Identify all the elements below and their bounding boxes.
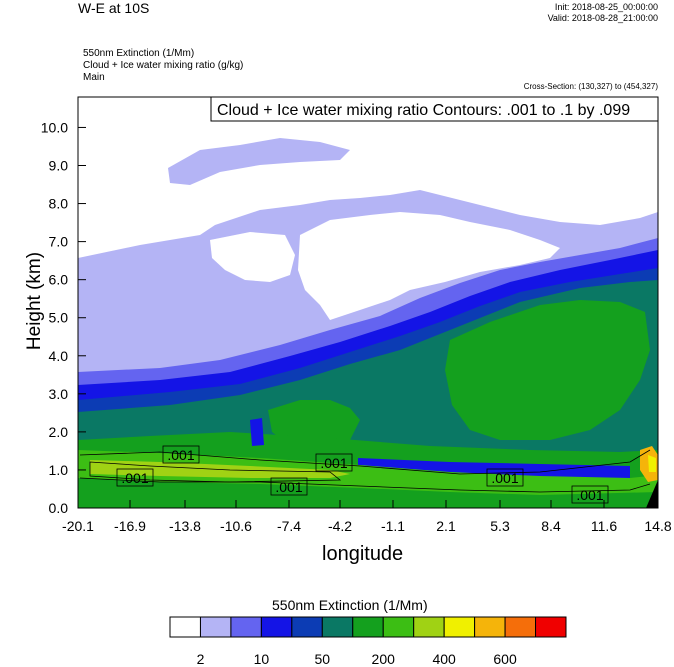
y-tick-label: 6.0 xyxy=(49,272,69,288)
x-tick-label: -16.9 xyxy=(114,518,146,534)
contour-label: .001 xyxy=(491,470,518,486)
y-tick-label: 9.0 xyxy=(49,158,69,174)
init-time: Init: 2018-08-25_00:00:00 xyxy=(554,2,658,12)
contour-info-box: Cloud + Ice water mixing ratio Contours:… xyxy=(210,96,659,122)
colorbar-title: 550nm Extinction (1/Mm) xyxy=(272,597,428,613)
subtitle-mixing-ratio: Cloud + Ice water mixing ratio (g/kg) xyxy=(83,60,244,71)
contour-value-labels: .001 .001 .001 .001 .001 .001 xyxy=(116,445,609,504)
colorbar-label: 10 xyxy=(254,651,270,667)
x-tick-label: -4.2 xyxy=(328,518,352,534)
colorbar-swatch xyxy=(504,616,537,638)
mixing-ratio-contours xyxy=(79,449,651,493)
cross-section-label: Cross-Section: (130,327) to (454,327) xyxy=(523,82,658,91)
y-tick-label: 10.0 xyxy=(41,119,68,135)
x-tick-label: 11.6 xyxy=(591,518,617,534)
x-axis-label: longitude xyxy=(322,543,404,565)
y-tick-label: 8.0 xyxy=(49,196,69,212)
x-tick-label: -10.6 xyxy=(220,518,252,534)
x-tick-label: -7.4 xyxy=(277,518,301,534)
contour-label: .001 xyxy=(121,470,148,486)
colorbar-swatch xyxy=(169,616,201,638)
contour-label-box xyxy=(116,468,154,487)
colorbar-label: 600 xyxy=(493,651,517,667)
colorbar: 2 10 50 200 400 600 xyxy=(169,616,567,667)
x-tick-label: 5.3 xyxy=(490,518,510,534)
x-tick-label: -13.8 xyxy=(169,518,201,534)
colorbar-swatch xyxy=(199,616,232,638)
y-tick-label: 1.0 xyxy=(49,462,69,478)
contour-label-box xyxy=(315,453,353,472)
y-tick-label: 7.0 xyxy=(49,234,69,250)
colorbar-swatch xyxy=(230,616,262,638)
extinction-field xyxy=(78,97,658,508)
colorbar-swatch xyxy=(260,616,293,638)
contour-label: .001 xyxy=(320,455,347,471)
y-tick-label: 2.0 xyxy=(49,424,69,440)
contour-label-box xyxy=(162,445,200,464)
y-tick-label: 0.0 xyxy=(49,500,69,516)
x-axis: -20.1 -16.9 -13.8 -10.6 -7.4 -4.2 -1.1 2.1 5.3 8.… xyxy=(62,500,672,534)
x-tick-label: 14.8 xyxy=(644,518,671,534)
x-tick-label: 2.1 xyxy=(436,518,456,534)
y-tick-label: 4.0 xyxy=(49,348,69,364)
colorbar-swatch xyxy=(443,616,476,638)
colorbar-swatch xyxy=(321,616,354,638)
x-tick-label: 8.4 xyxy=(541,518,561,534)
subtitle-main: Main xyxy=(83,72,105,83)
contour-label: .001 xyxy=(167,447,194,463)
contour-label: .001 xyxy=(275,479,302,495)
colorbar-label: 50 xyxy=(315,651,331,667)
y-tick-label: 3.0 xyxy=(49,386,69,402)
contour-label: .001 xyxy=(576,487,603,503)
y-axis: 0.0 1.0 2.0 3.0 4.0 5.0 6.0 7.0 8.0 9.0 10.0 xyxy=(41,119,86,516)
colorbar-label: 200 xyxy=(372,651,396,667)
plot-title: W-E at 10S xyxy=(78,0,150,16)
colorbar-swatch xyxy=(352,616,384,638)
contour-label-box xyxy=(270,477,308,496)
x-tick-label: -20.1 xyxy=(62,518,94,534)
x-tick-label: -1.1 xyxy=(381,518,405,534)
colorbar-swatch xyxy=(382,616,415,638)
colorbar-swatch xyxy=(474,616,506,638)
colorbar-label: 2 xyxy=(197,651,205,667)
colorbar-swatch xyxy=(291,616,323,638)
contour-info-label: Cloud + Ice water mixing ratio Contours:… xyxy=(217,102,630,119)
colorbar-label: 400 xyxy=(432,651,456,667)
y-tick-label: 5.0 xyxy=(49,310,69,326)
colorbar-swatch xyxy=(413,616,445,638)
subtitle-extinction: 550nm Extinction (1/Mm) xyxy=(83,48,195,59)
valid-time: Valid: 2018-08-28_21:00:00 xyxy=(547,13,658,23)
colorbar-swatch xyxy=(535,616,567,638)
contour-label-box xyxy=(486,468,524,487)
contour-label-box xyxy=(571,485,609,504)
